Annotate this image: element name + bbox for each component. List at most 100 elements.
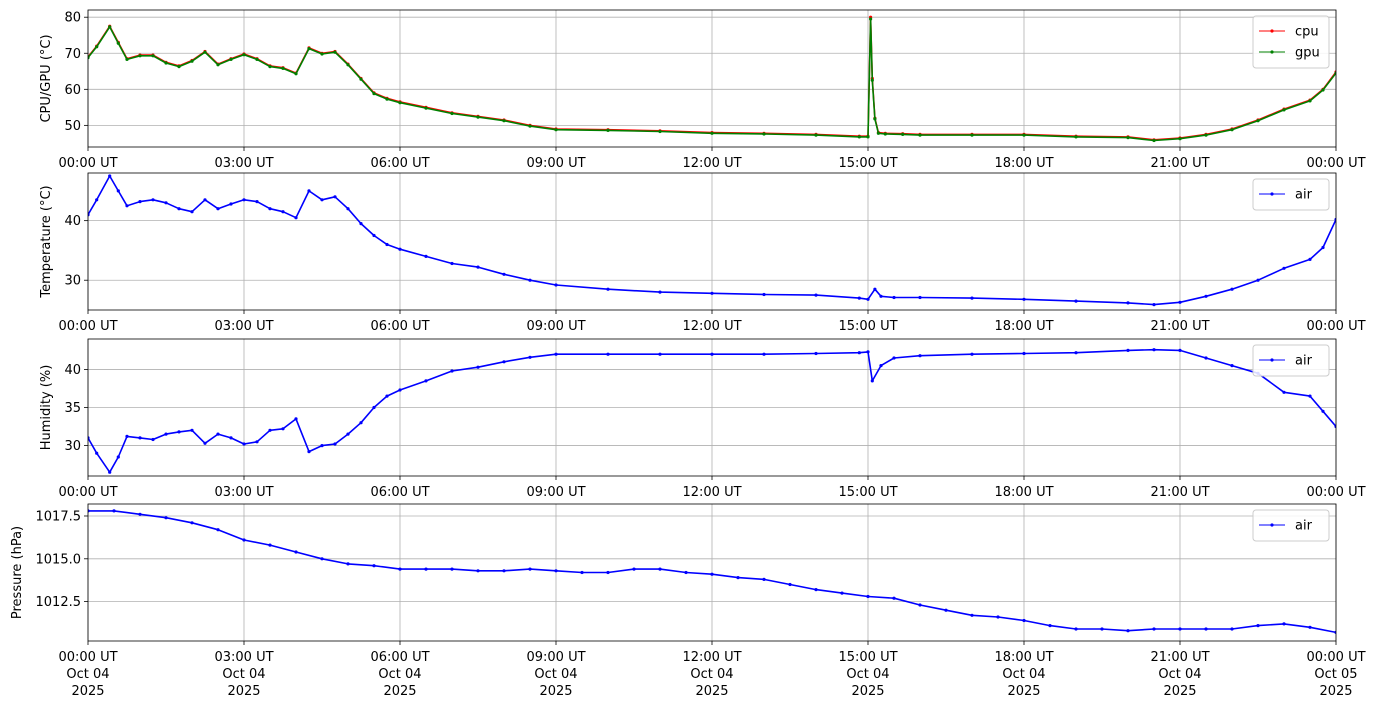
- x-tick-label: Oct 04: [1002, 667, 1045, 682]
- data-point: [151, 198, 155, 202]
- data-point: [1230, 364, 1234, 368]
- data-point: [203, 50, 207, 54]
- data-point: [814, 133, 818, 137]
- data-point: [1204, 294, 1208, 298]
- data-point: [1256, 278, 1260, 282]
- data-point: [1022, 133, 1026, 137]
- data-point: [385, 394, 389, 398]
- data-point: [346, 63, 350, 67]
- data-point: [1048, 624, 1052, 628]
- data-point: [281, 210, 285, 214]
- data-point: [918, 603, 922, 607]
- data-point: [125, 57, 129, 62]
- data-point: [892, 295, 896, 300]
- data-point: [1282, 266, 1286, 270]
- data-point: [502, 119, 506, 123]
- data-point: [346, 562, 350, 566]
- y-tick-label: 1012.5: [36, 595, 82, 610]
- data-point: [1178, 300, 1182, 304]
- x-tick-label: Oct 04: [690, 667, 733, 682]
- data-point: [320, 444, 324, 448]
- data-point: [151, 54, 155, 58]
- data-point: [762, 292, 766, 297]
- data-point: [840, 591, 844, 595]
- data-point: [372, 564, 376, 568]
- data-point: [876, 131, 881, 135]
- x-tick-label: 03:00 UT: [214, 319, 273, 334]
- x-tick-label: 09:00 UT: [526, 485, 585, 500]
- data-point: [814, 293, 818, 297]
- data-point: [190, 210, 194, 214]
- series-air: [88, 174, 1336, 307]
- data-point: [502, 360, 506, 364]
- data-point: [385, 242, 389, 247]
- data-point: [1230, 128, 1234, 132]
- data-point: [372, 405, 376, 410]
- legend-label-cpu: cpu: [1295, 25, 1319, 40]
- data-point: [1308, 625, 1312, 629]
- x-tick-label: 2025: [851, 684, 884, 699]
- data-point: [177, 207, 181, 211]
- y-tick-label: 30: [64, 274, 81, 289]
- data-point: [450, 261, 454, 266]
- data-point: [1282, 108, 1286, 112]
- data-point: [1178, 137, 1182, 141]
- x-tick-label: 06:00 UT: [370, 485, 429, 500]
- data-point: [138, 512, 142, 516]
- data-point: [229, 202, 233, 206]
- data-point: [255, 57, 259, 62]
- legend-marker-air: [1270, 192, 1274, 196]
- data-point: [476, 569, 480, 573]
- data-point: [866, 135, 870, 139]
- data-point: [814, 351, 818, 356]
- data-point: [762, 577, 766, 582]
- x-tick-label: 00:00 UT: [1306, 156, 1365, 171]
- data-point: [190, 428, 194, 432]
- data-point: [918, 295, 922, 300]
- data-point: [528, 124, 532, 128]
- data-point: [151, 437, 155, 442]
- data-point: [1204, 356, 1208, 360]
- data-point: [870, 379, 874, 383]
- data-point: [177, 430, 181, 434]
- legend: cpu gpu: [1252, 15, 1330, 69]
- x-tick-label: Oct 05: [1314, 667, 1357, 682]
- data-point: [216, 528, 220, 532]
- data-point: [138, 54, 142, 58]
- data-point: [1074, 351, 1078, 355]
- x-tick-label: 12:00 UT: [682, 156, 741, 171]
- x-tick-label: 21:00 UT: [1150, 650, 1209, 665]
- data-point: [203, 441, 207, 445]
- y-tick-label: 70: [64, 47, 81, 62]
- data-point: [1204, 133, 1208, 137]
- legend-box: [1252, 509, 1330, 542]
- legend-box: [1252, 344, 1330, 377]
- data-point: [901, 132, 905, 136]
- x-tick-label: 09:00 UT: [526, 156, 585, 171]
- x-tick-label: 2025: [539, 684, 572, 699]
- x-tick-label: 18:00 UT: [994, 319, 1053, 334]
- data-point: [138, 200, 142, 204]
- data-point: [736, 576, 740, 580]
- x-tick-label: 03:00 UT: [214, 156, 273, 171]
- data-point: [108, 174, 112, 178]
- data-point: [398, 101, 402, 105]
- y-tick-label: 35: [64, 401, 81, 416]
- data-point: [866, 350, 870, 354]
- x-tick-label: 2025: [1163, 684, 1196, 699]
- data-point: [385, 97, 389, 101]
- data-point: [108, 25, 112, 29]
- data-point: [873, 287, 877, 291]
- data-point: [970, 296, 974, 300]
- data-point: [918, 354, 922, 358]
- data-point: [710, 572, 714, 576]
- data-point: [177, 65, 181, 69]
- data-point: [1074, 627, 1078, 631]
- data-point: [1321, 409, 1325, 413]
- data-point: [1256, 119, 1260, 123]
- data-point: [216, 207, 220, 211]
- data-point: [320, 557, 324, 561]
- x-tick-label: 15:00 UT: [838, 156, 897, 171]
- y-axis-label: Humidity (%): [39, 365, 54, 451]
- data-point: [1321, 88, 1325, 92]
